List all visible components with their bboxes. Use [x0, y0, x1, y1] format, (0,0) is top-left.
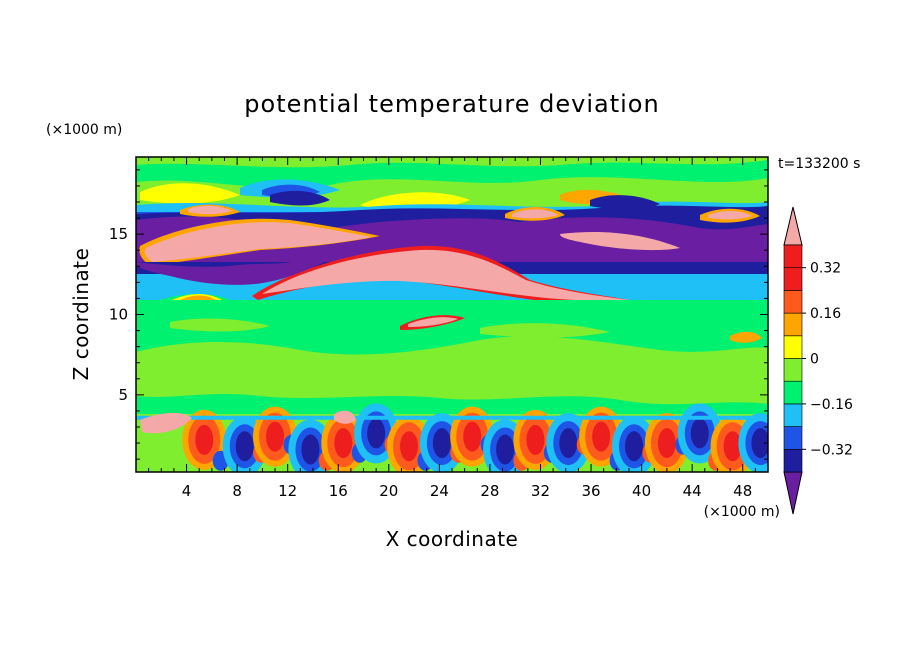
colorbar-segment: [783, 358, 803, 382]
time-label: t=133200 s: [778, 156, 860, 172]
cool-cell: [690, 418, 709, 449]
y-axis-label: Z coordinate: [69, 248, 93, 381]
colorbar-low-arrow: [783, 471, 803, 515]
x-tick-label: 40: [632, 482, 651, 500]
cool-cell: [367, 418, 386, 449]
warm-cell: [592, 421, 611, 452]
y-unit-label: (×1000 m): [46, 122, 122, 138]
x-tick-label: 32: [531, 482, 550, 500]
colorbar-segment: [783, 448, 803, 473]
x-ticks: 4 8 12 16 20 24 28 32 36 40 44 48: [148, 157, 756, 500]
colorbar-segment: [783, 290, 803, 314]
y-ticks: 5 10 15: [109, 169, 768, 460]
x-tick-label: 12: [278, 482, 297, 500]
cool-cell: [559, 428, 578, 459]
warm-cell: [266, 421, 285, 452]
cool-cell: [751, 428, 768, 459]
colorbar-segment: [783, 267, 803, 291]
lens-pink-right: [560, 231, 680, 251]
patch-light-green: [170, 318, 270, 332]
band-purple-upper: [136, 216, 768, 275]
patch-pink: [408, 317, 458, 327]
warm-cell: [657, 428, 676, 459]
colorbar: 0.32 0.16 0 −0.16 −0.32: [783, 206, 853, 515]
x-tick-label: 4: [182, 482, 192, 500]
x-unit-label: (×1000 m): [704, 504, 780, 520]
colorbar-segment: [783, 312, 803, 337]
patch-yellow: [140, 183, 240, 204]
warm-cell: [400, 431, 419, 462]
warm-cell: [526, 424, 545, 455]
inversion-line: [136, 415, 768, 420]
colorbar-high-arrow: [783, 206, 803, 246]
colorbar-segment: [783, 380, 803, 405]
patch-pink: [140, 412, 192, 434]
colorbar-segment: [783, 403, 803, 427]
colorbar-segment: [783, 335, 803, 359]
patch-pink: [512, 209, 558, 219]
x-tick-label: 8: [232, 482, 242, 500]
patch-light-green: [480, 323, 610, 338]
y-tick-label: 5: [118, 386, 128, 404]
y-tick-label: 10: [109, 306, 128, 324]
warm-cell: [723, 431, 742, 462]
small-cell: [769, 435, 785, 455]
convective-cells: [136, 403, 785, 472]
chart-title: potential temperature deviation: [244, 90, 659, 118]
lens-pink-lower: [262, 249, 630, 301]
x-tick-label: 20: [379, 482, 398, 500]
x-tick-label: 28: [480, 482, 499, 500]
cool-cell: [432, 428, 451, 459]
colorbar-tick-label: −0.16: [810, 397, 853, 413]
patch-pink: [188, 205, 232, 215]
warm-cell: [463, 421, 482, 452]
x-axis-label: X coordinate: [386, 527, 519, 551]
warm-cell: [195, 424, 214, 455]
patch-pink: [334, 410, 356, 424]
x-tick-label: 48: [733, 482, 752, 500]
x-tick-label: 36: [581, 482, 600, 500]
patch-light-green: [136, 336, 768, 405]
colorbar-tick-label: 0.16: [810, 306, 841, 322]
lens-pink-upper: [144, 222, 372, 262]
cool-cell: [235, 431, 254, 462]
colorbar-tick-label: 0.32: [810, 261, 841, 277]
x-tick-label: 16: [329, 482, 348, 500]
cool-cell: [625, 431, 644, 462]
warm-cell: [334, 428, 353, 459]
patch-navy: [590, 195, 660, 210]
colorbar-segment: [783, 244, 803, 269]
y-tick-label: 15: [109, 225, 128, 243]
cool-cell: [301, 434, 320, 465]
patch-navy: [270, 190, 330, 206]
contour-field: [136, 157, 785, 472]
band-purple-lower: [136, 244, 356, 285]
colorbar-tick-label: 0: [810, 352, 819, 368]
colorbar-tick-label: −0.32: [810, 442, 853, 458]
cool-cell: [496, 434, 515, 465]
x-tick-label: 44: [683, 482, 702, 500]
patch-orange: [730, 331, 762, 343]
patch-pink: [708, 210, 752, 220]
x-tick-label: 24: [430, 482, 449, 500]
colorbar-segment: [783, 426, 803, 450]
